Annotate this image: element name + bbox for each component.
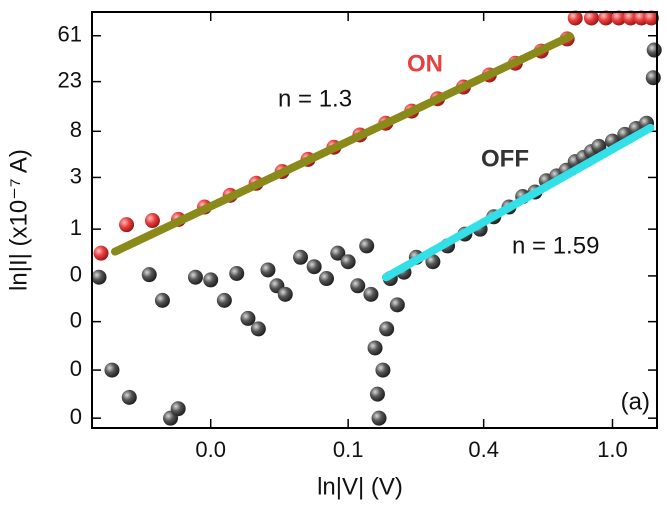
y-tick-label: 0 — [70, 404, 82, 429]
point — [293, 249, 309, 265]
y-tick-label: 23 — [58, 67, 82, 92]
point — [216, 292, 232, 308]
point — [363, 286, 379, 302]
fit-line — [381, 123, 655, 282]
point — [375, 362, 391, 378]
y-tick-label: 61 — [58, 22, 82, 47]
point — [154, 292, 170, 308]
point — [250, 321, 266, 337]
series-label: OFF — [481, 145, 529, 172]
point — [379, 321, 395, 337]
y-tick-label: 8 — [70, 117, 82, 142]
point — [371, 410, 387, 426]
point — [141, 267, 157, 283]
point — [260, 262, 276, 278]
point — [369, 386, 385, 402]
y-tick-label: 0 — [70, 262, 82, 287]
x-tick-label: 0.4 — [468, 437, 499, 462]
point — [646, 42, 662, 58]
x-axis-label: ln|V| (V) — [317, 473, 403, 500]
fit-label: n = 1.59 — [512, 232, 599, 259]
point — [121, 389, 137, 405]
x-tick-label: 0.0 — [195, 437, 226, 462]
fit-label: n = 1.3 — [278, 85, 352, 112]
point — [583, 10, 599, 26]
point — [203, 272, 219, 288]
point — [330, 245, 346, 261]
point — [367, 340, 383, 356]
fit-line — [111, 32, 574, 256]
point — [144, 213, 160, 229]
point — [104, 362, 120, 378]
point — [359, 238, 375, 254]
point — [277, 286, 293, 302]
point — [319, 271, 335, 287]
point — [643, 10, 659, 26]
point — [611, 10, 627, 26]
y-tick-label: 3 — [70, 163, 82, 188]
series-label: ON — [407, 50, 443, 77]
point — [591, 138, 607, 154]
y-tick-label: 0 — [70, 356, 82, 381]
point — [187, 269, 203, 285]
point — [240, 310, 256, 326]
point — [170, 401, 186, 417]
plot-frame — [91, 11, 658, 429]
point — [306, 259, 322, 275]
panel-label: (a) — [621, 388, 650, 415]
x-tick-label: 0.1 — [333, 437, 364, 462]
x-tick-label: 1.0 — [597, 437, 628, 462]
point — [389, 297, 405, 313]
y-axis-label: ln|I| (x10⁻⁷ A) — [5, 149, 32, 291]
point — [623, 10, 639, 26]
point — [93, 245, 109, 261]
point — [598, 10, 614, 26]
point — [425, 254, 441, 270]
point — [91, 269, 107, 285]
point — [567, 10, 583, 26]
point — [645, 70, 661, 86]
point — [340, 254, 356, 270]
point — [119, 217, 135, 233]
y-tick-label: 0 — [70, 307, 82, 332]
point — [350, 278, 366, 294]
point — [229, 265, 245, 281]
y-tick-label: 1 — [70, 215, 82, 240]
